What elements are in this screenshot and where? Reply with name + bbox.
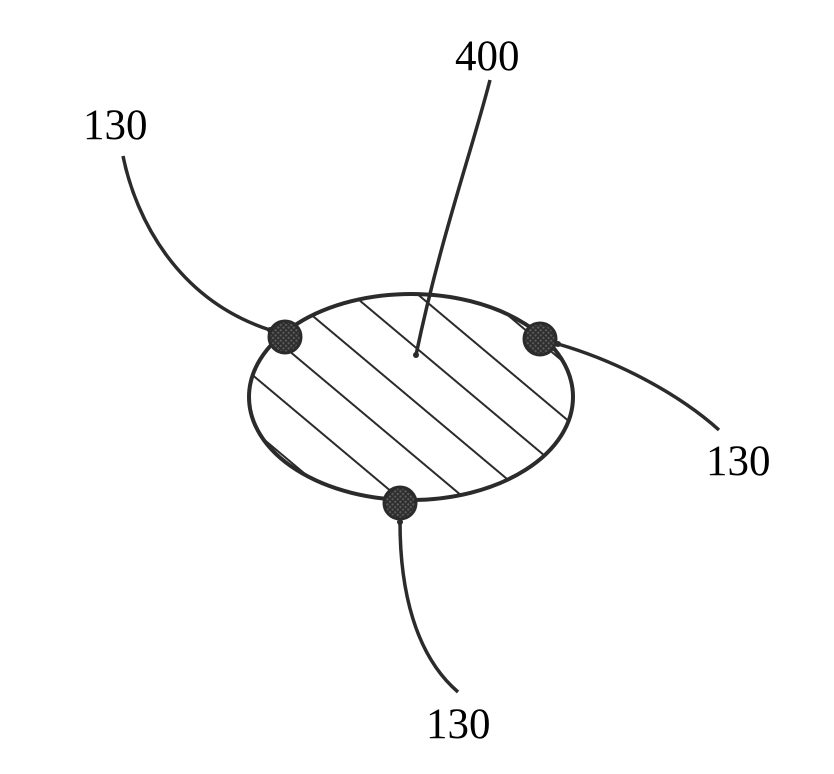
leader-to-130-right [558, 344, 719, 430]
label-130-bottom: 130 [426, 700, 491, 749]
leader-end-to-400 [413, 352, 419, 358]
dot-left [269, 321, 301, 353]
label-400: 400 [455, 32, 520, 81]
leader-to-130-bottom [400, 522, 458, 692]
label-130-left: 130 [83, 101, 148, 150]
dot-right [524, 323, 556, 355]
dot-bottom [384, 487, 416, 519]
label-130-right: 130 [706, 437, 771, 486]
leader-to-130-left [123, 156, 270, 330]
ellipse-hatch [244, 289, 578, 505]
